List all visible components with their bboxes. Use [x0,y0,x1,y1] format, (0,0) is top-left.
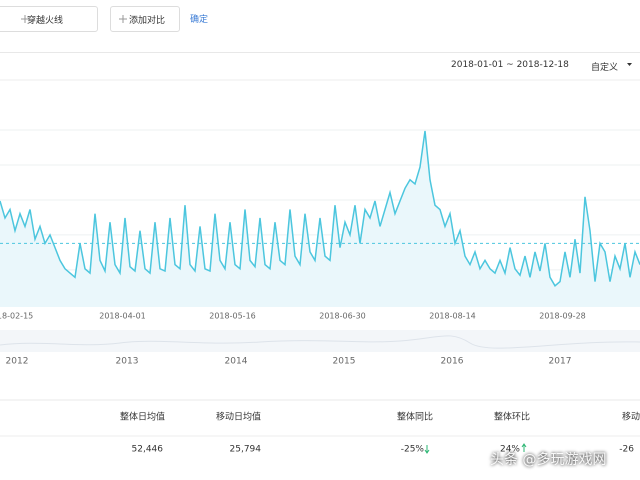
plus-icon [21,15,29,23]
overview-year: 2012 [6,357,29,367]
overview-year: 2013 [116,357,139,367]
table-value: 25,794 [230,445,262,455]
table-value: -25% [401,445,425,455]
date-range[interactable]: 2018-01-01 ~ 2018-12-18 [451,60,569,70]
x-tick-label: 2018-05-16 [209,312,256,321]
table-header: 整体同比 [397,411,433,423]
overview-line [0,335,640,349]
x-tick-label: 2018-02-15 [0,312,33,321]
overview-year: 2017 [549,357,572,367]
table-header: 移动 [622,411,640,423]
up-arrow [521,443,527,452]
table-header: 整体环比 [494,411,530,423]
table-value: 24% [500,445,520,455]
table-header: 整体日均值 [120,411,165,423]
overview-year: 2016 [441,357,464,367]
line [0,130,640,287]
dropdown-arrow [627,63,632,66]
overview-year: 2015 [333,357,356,367]
down-arrow [424,445,430,454]
add-compare: 添加对比 [129,15,166,26]
watermark: 头条 @多玩游戏网 [490,452,607,468]
x-tick-label: 2018-06-30 [319,312,366,321]
keyword-button[interactable]: 穿越火线 [0,6,98,32]
range-mode[interactable]: 自定义 [591,63,619,73]
keyword: 穿越火线 [27,15,64,26]
plus-icon [119,15,127,23]
x-tick-label: 2018-08-14 [429,312,476,321]
overview-year: 2014 [225,357,248,367]
table-value: 52,446 [132,445,164,455]
table-value: -26 [619,445,634,455]
confirm-link[interactable]: 确定 [190,15,209,25]
divider [0,52,640,53]
table-header: 移动日均值 [216,411,261,423]
add-compare-button[interactable]: 添加对比 [110,6,180,32]
x-tick-label: 2018-09-28 [539,312,586,321]
x-tick-label: 2018-04-01 [99,312,146,321]
